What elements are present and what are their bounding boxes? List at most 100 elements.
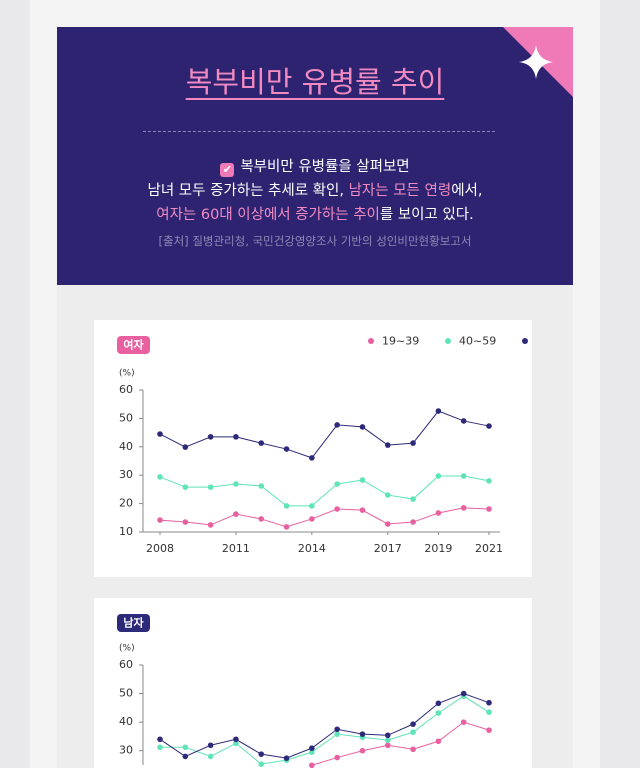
- point: [384, 442, 391, 448]
- point: [157, 736, 163, 743]
- point: [258, 761, 265, 767]
- tag-bg: [117, 336, 150, 354]
- point: [334, 481, 340, 487]
- point: [486, 727, 492, 733]
- point: [359, 747, 366, 754]
- point: [233, 481, 239, 487]
- y-tick-label: 50: [119, 687, 133, 700]
- tag-bg: [117, 614, 150, 632]
- point: [435, 700, 442, 707]
- point: [182, 744, 189, 751]
- point: [182, 444, 189, 450]
- y-tick-label: 10: [119, 525, 133, 538]
- point: [486, 699, 492, 706]
- legend-marker: [522, 338, 528, 344]
- point: [258, 440, 265, 446]
- point: [384, 732, 391, 739]
- y-axis-label: (%): [119, 644, 135, 654]
- text: 에서,: [451, 183, 483, 199]
- point: [182, 484, 189, 490]
- point: [233, 434, 239, 440]
- point: [182, 753, 189, 760]
- point: [309, 749, 315, 755]
- point: [460, 418, 467, 424]
- legend-label: 40~59: [459, 335, 496, 348]
- point: [486, 506, 492, 512]
- y-tick-label: 30: [119, 468, 133, 481]
- point: [283, 524, 290, 530]
- point: [435, 738, 442, 745]
- point: [410, 519, 416, 525]
- y-tick-label: 40: [119, 715, 133, 728]
- point: [309, 762, 315, 768]
- text: 를 보이고 있다.: [379, 207, 474, 223]
- point: [157, 474, 163, 480]
- y-tick-label: 20: [119, 497, 133, 510]
- chart-card: 남자 (%) 30 40 50 60: [94, 598, 532, 768]
- point: [410, 721, 416, 727]
- point: [207, 434, 214, 440]
- chart-card: 여자 (%) 10 20 30 40 50 60 2008 2011 2014 2017 2019 202…: [94, 320, 532, 577]
- point: [410, 496, 416, 502]
- point: [435, 473, 442, 479]
- point: [207, 484, 214, 490]
- point: [384, 737, 391, 743]
- point: [460, 690, 467, 697]
- point: [182, 519, 189, 525]
- point: [334, 422, 340, 428]
- text-line: ✔ 복부비만 유병률을 살펴보면: [57, 155, 573, 177]
- series-line: [311, 721, 490, 766]
- point: [410, 440, 416, 446]
- point: [258, 483, 265, 489]
- point: [157, 517, 163, 523]
- text: 여자는 60대 이상에서 증가하는 추이: [156, 207, 380, 223]
- point: [384, 492, 391, 498]
- point: [309, 455, 315, 461]
- point: [233, 736, 239, 743]
- y-tick-label: 50: [119, 411, 133, 424]
- point: [309, 745, 315, 751]
- point: [334, 754, 340, 761]
- point: [233, 511, 239, 517]
- x-tick-label: 2019: [424, 542, 452, 555]
- corner-decoration: [503, 27, 573, 97]
- text: 남자는 모든 연령: [348, 183, 452, 199]
- y-tick-label: 30: [119, 744, 133, 757]
- point: [435, 408, 442, 414]
- point: [359, 424, 366, 430]
- point: [486, 478, 492, 484]
- point: [283, 446, 290, 452]
- point: [207, 742, 214, 749]
- point: [359, 477, 366, 483]
- point: [460, 719, 467, 725]
- text-line: 남녀 모두 증가하는 추세로 확인, 남자는 모든 연령에서,: [57, 179, 573, 200]
- point: [233, 740, 239, 747]
- series-line: [159, 410, 490, 459]
- tag: 남자: [123, 616, 144, 630]
- y-tick-label: 60: [119, 383, 133, 396]
- point: [410, 746, 416, 753]
- legend-label: 19~39: [382, 335, 419, 348]
- y-tick-label: 40: [119, 440, 133, 453]
- point: [460, 505, 467, 511]
- point: [359, 731, 366, 737]
- point: [157, 744, 163, 751]
- point: [283, 503, 290, 509]
- y-axis-label: (%): [119, 369, 135, 379]
- x-tick-label: 2014: [298, 542, 326, 555]
- x-tick-label: 2021: [475, 542, 503, 555]
- point: [486, 423, 492, 429]
- point: [384, 742, 391, 749]
- banner: 복부비만 유병률 추이 ✔ 복부비만 유병률을 살펴보면 남녀 모두 증가하는 추…: [57, 27, 573, 285]
- point: [435, 710, 442, 716]
- series-line: [160, 695, 490, 765]
- point: [334, 506, 340, 512]
- legend-marker: [368, 338, 374, 344]
- point: [334, 731, 340, 737]
- legend-marker: [445, 338, 451, 344]
- point: [460, 473, 467, 479]
- x-tick-label: 2017: [374, 542, 402, 555]
- point: [334, 726, 340, 733]
- point: [157, 431, 163, 437]
